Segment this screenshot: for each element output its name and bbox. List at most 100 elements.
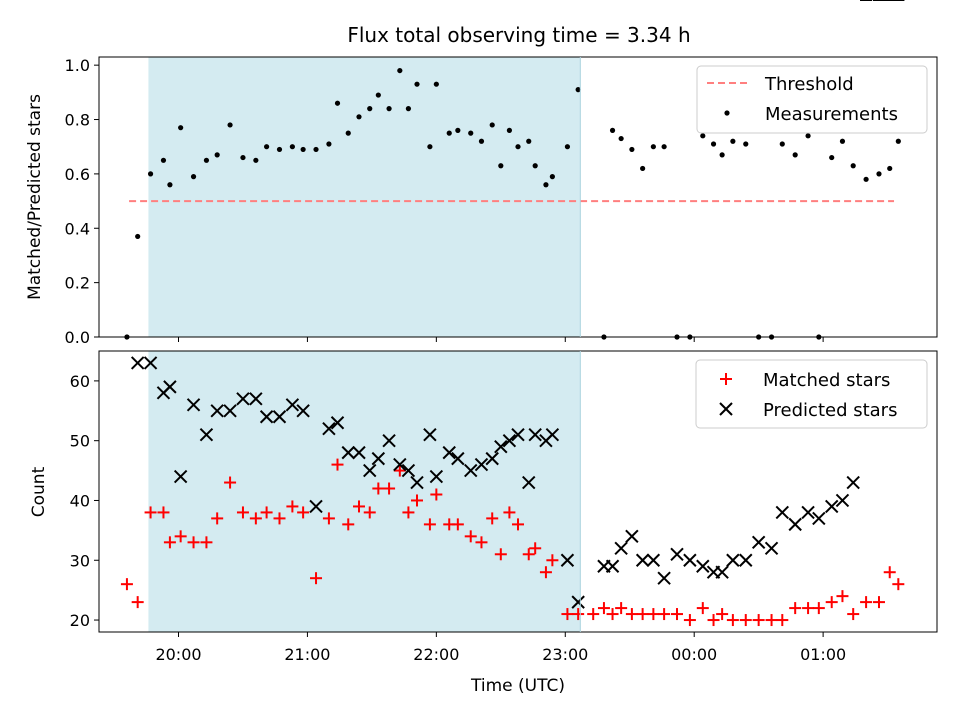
matched-stars-point [187,536,200,549]
y-tick-label: 20 [70,611,90,630]
matched-stars-point [615,602,628,615]
measurement-point [446,130,452,136]
predicted-stars-point [605,559,620,573]
chart-title: Flux total observing time = 3.34 h [347,23,690,47]
top-x-ticks [178,337,824,342]
measurement-point [455,127,461,133]
matched-stars-point [752,614,765,627]
measurement-point [289,144,295,150]
measurement-point [240,154,246,161]
measurement-point [397,67,403,74]
predicted-stars-point [163,380,177,394]
matched-stars-point [451,518,464,531]
matched-stars-point [522,548,535,561]
measurement-point [515,144,521,150]
predicted-stars-point [801,505,815,520]
y-tick-label: 50 [70,432,90,451]
matched-stars-point [539,566,552,579]
predicted-stars-point [670,547,684,561]
predicted-stars-point [657,571,671,585]
measurement-point [190,174,197,180]
measurement-point [700,133,706,139]
measurement-point [386,106,392,112]
measurement-point [203,157,210,163]
bottom-legend-box [695,359,928,429]
bottom-y-axis-label: Count [29,466,49,517]
measurement-point [719,152,725,158]
x-tick-label: 00:00 [671,645,717,664]
measurement-point [629,146,635,153]
matched-stars-point [157,506,170,519]
predicted-stars-point [522,475,536,490]
measurement-point [227,122,233,128]
measurement-point [710,141,717,147]
matched-stars-point [260,506,273,519]
matched-stars-point [776,614,789,627]
matched-stars-point [286,500,299,513]
measurement-point [147,171,154,177]
predicted-stars-point [751,535,766,550]
y-tick-label: 40 [70,491,90,510]
measurement-point [549,174,555,180]
predicted-stars-point [330,416,345,430]
predicted-stars-point [143,356,158,370]
measurement-point [345,130,351,136]
matched-stars-point [597,602,610,615]
predicted-stars-point [474,457,489,472]
measurement-point [433,81,439,87]
top-axes-frame [98,56,938,338]
measurement-point [135,233,141,240]
predicted-stars-point [812,511,826,526]
matched-stars-point [174,530,187,543]
predicted-stars-point [739,553,753,567]
predicted-stars-point [726,553,740,567]
matched-stars-point [322,512,335,525]
bottom-y-ticks: 20 30 40 50 60 [70,372,99,630]
matched-stars-point [683,614,696,627]
y-tick-label: 0.2 [65,274,90,293]
measurement-point [887,165,893,172]
matched-stars-point [486,512,499,525]
matched-stars-point [587,608,600,621]
predicted-stars-point [494,439,508,454]
measurement-point [743,141,749,147]
y-tick-label: 0.0 [65,328,90,347]
measurement-point [543,182,549,188]
matched-stars-point [716,608,729,621]
predicted-stars-point [309,499,323,514]
matched-stars-point [144,506,157,519]
predicted-stars-point [451,451,465,466]
matched-stars-point [789,602,802,615]
predicted-stars-point [423,427,437,442]
top-series-group [124,67,901,340]
predicted-stars-point [528,427,542,442]
predicted-stars-point [788,517,802,532]
predicted-stars-point [210,404,224,418]
matched-stars-point [572,608,585,621]
measurement-point [829,154,835,161]
matched-legend-label: Matched stars [763,370,890,391]
y-tick-label: 0.8 [65,111,90,130]
predicted-stars-point [846,475,860,490]
predicted-stars-point [410,475,424,490]
matched-stars-point [342,518,355,531]
matched-stars-point [236,506,249,519]
predicted-stars-point [259,410,274,424]
predicted-stars-point [341,445,355,460]
predicted-stars-point [401,463,416,478]
bottom-x-ticks: 20:00 21:00 22:00 23:00 00:00 01:00 [155,632,846,664]
x-axis-label: Time (UTC) [470,676,565,696]
predicted-stars-point [249,392,263,406]
measurement-point [468,130,474,136]
x-tick-label: 01:00 [800,645,846,664]
matched-stars-point [393,464,406,477]
measurement-point [498,163,504,169]
predicted-stars-point [715,565,729,579]
measurement-point [792,152,798,158]
measurement-point [526,138,532,144]
measurement-point [167,182,173,188]
matched-stars-point [494,548,507,561]
measurement-point [650,144,656,150]
predicted-stars-point [371,451,386,466]
matched-stars-point [892,578,905,591]
